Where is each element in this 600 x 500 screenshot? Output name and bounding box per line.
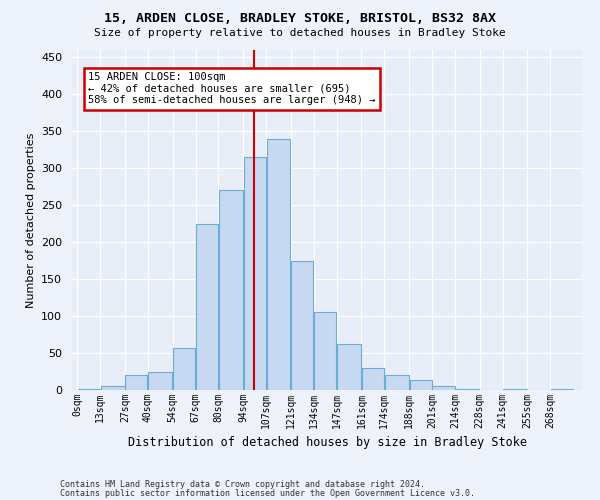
Text: Contains HM Land Registry data © Crown copyright and database right 2024.: Contains HM Land Registry data © Crown c…	[60, 480, 425, 489]
Text: 15, ARDEN CLOSE, BRADLEY STOKE, BRISTOL, BS32 8AX: 15, ARDEN CLOSE, BRADLEY STOKE, BRISTOL,…	[104, 12, 496, 26]
Text: 15 ARDEN CLOSE: 100sqm
← 42% of detached houses are smaller (695)
58% of semi-de: 15 ARDEN CLOSE: 100sqm ← 42% of detached…	[88, 72, 376, 106]
Bar	[362, 368, 384, 390]
Bar	[219, 190, 243, 390]
Bar	[244, 157, 266, 390]
Bar	[266, 138, 290, 390]
Bar	[314, 312, 336, 390]
Bar	[385, 375, 409, 390]
Bar	[551, 388, 573, 390]
Y-axis label: Number of detached properties: Number of detached properties	[26, 132, 35, 308]
Bar	[337, 344, 361, 390]
Text: Contains public sector information licensed under the Open Government Licence v3: Contains public sector information licen…	[60, 488, 475, 498]
Bar	[173, 348, 195, 390]
Bar	[148, 372, 172, 390]
Bar	[291, 260, 313, 390]
Bar	[455, 388, 479, 390]
Bar	[409, 380, 431, 390]
Bar	[101, 386, 125, 390]
Bar	[78, 388, 100, 390]
Bar	[433, 386, 455, 390]
Bar	[196, 224, 218, 390]
Text: Size of property relative to detached houses in Bradley Stoke: Size of property relative to detached ho…	[94, 28, 506, 38]
Bar	[125, 375, 148, 390]
X-axis label: Distribution of detached houses by size in Bradley Stoke: Distribution of detached houses by size …	[128, 436, 527, 450]
Bar	[503, 388, 527, 390]
